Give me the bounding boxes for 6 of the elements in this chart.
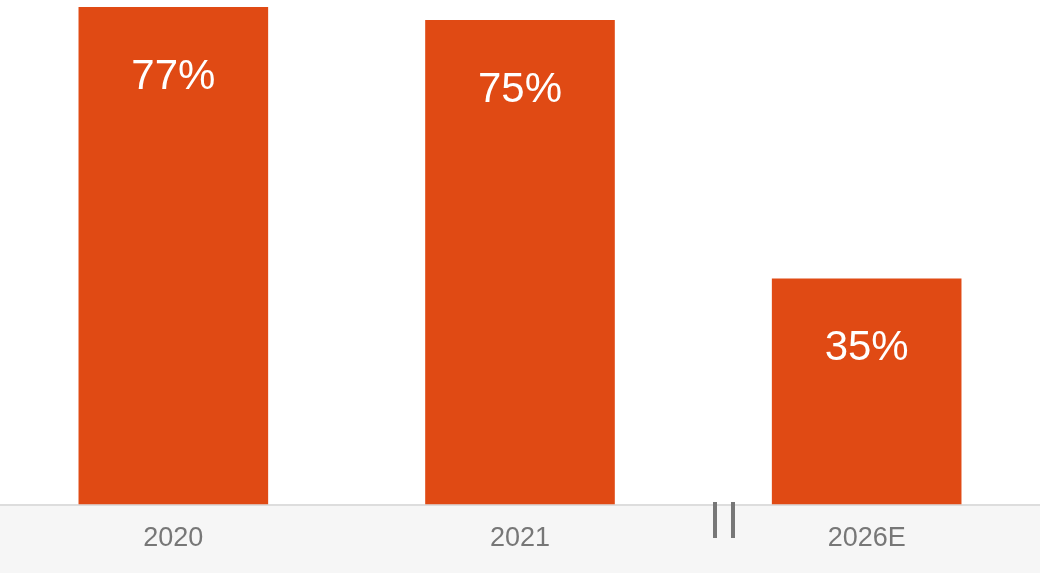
data-label: 77%: [131, 50, 216, 98]
x-tick-label: 2021: [489, 522, 551, 553]
data-label: 35%: [824, 322, 909, 369]
x-tick-label: 2020: [143, 522, 204, 553]
x-tick-label: 2026E: [827, 522, 906, 553]
data-label: 75%: [477, 63, 563, 111]
